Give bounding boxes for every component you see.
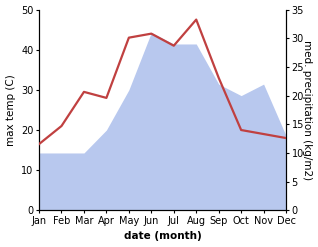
Y-axis label: max temp (C): max temp (C): [5, 74, 16, 146]
Y-axis label: med. precipitation (kg/m2): med. precipitation (kg/m2): [302, 40, 313, 180]
X-axis label: date (month): date (month): [124, 231, 201, 242]
